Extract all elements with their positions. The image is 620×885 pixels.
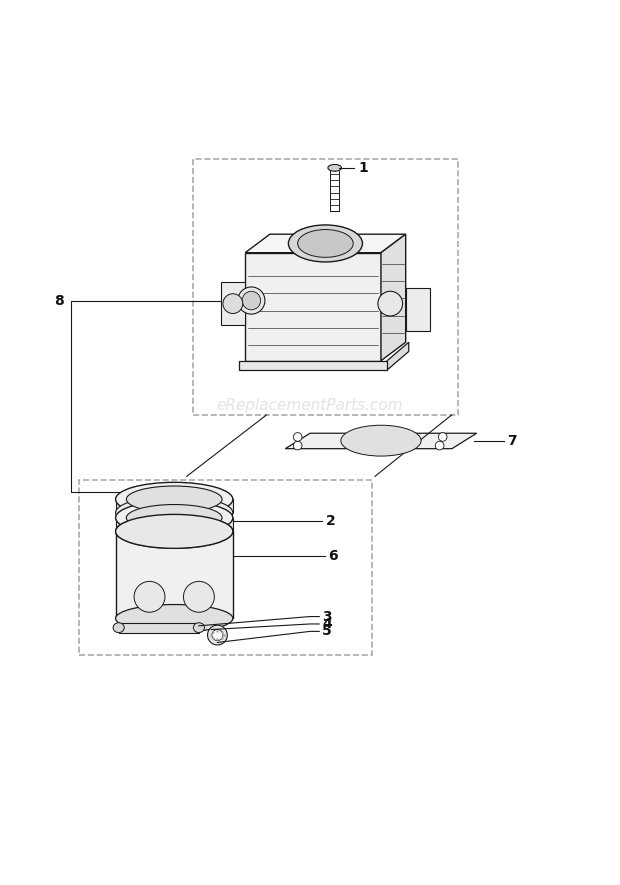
Polygon shape	[239, 361, 387, 370]
Text: 5: 5	[322, 625, 332, 638]
Text: eReplacementParts.com: eReplacementParts.com	[216, 398, 404, 413]
Ellipse shape	[115, 514, 233, 549]
Circle shape	[238, 287, 265, 314]
Polygon shape	[115, 499, 233, 513]
Polygon shape	[387, 342, 409, 370]
Ellipse shape	[193, 623, 205, 633]
Ellipse shape	[328, 165, 342, 171]
Circle shape	[438, 433, 447, 442]
Circle shape	[212, 629, 223, 641]
Ellipse shape	[126, 504, 222, 531]
Ellipse shape	[115, 482, 233, 516]
Polygon shape	[115, 518, 233, 531]
Circle shape	[242, 291, 260, 310]
Text: 8: 8	[55, 294, 64, 308]
Text: 7: 7	[507, 434, 516, 448]
Ellipse shape	[115, 496, 233, 530]
Circle shape	[378, 291, 402, 316]
Ellipse shape	[341, 425, 421, 456]
Polygon shape	[381, 235, 405, 361]
Text: 6: 6	[329, 549, 338, 563]
Text: 4: 4	[322, 617, 332, 631]
Circle shape	[293, 442, 302, 450]
Circle shape	[293, 433, 302, 442]
Circle shape	[208, 625, 228, 645]
Circle shape	[184, 581, 215, 612]
Polygon shape	[245, 253, 381, 361]
Ellipse shape	[115, 514, 233, 549]
Bar	[79, 480, 372, 656]
Ellipse shape	[115, 501, 233, 535]
Circle shape	[435, 442, 444, 450]
Bar	[193, 158, 458, 415]
Polygon shape	[405, 289, 430, 331]
Ellipse shape	[288, 225, 363, 262]
Ellipse shape	[298, 229, 353, 258]
Polygon shape	[245, 235, 405, 253]
Polygon shape	[115, 531, 233, 619]
Circle shape	[134, 581, 165, 612]
Polygon shape	[221, 282, 245, 325]
Text: 3: 3	[322, 610, 332, 624]
Ellipse shape	[113, 623, 124, 633]
Polygon shape	[285, 434, 477, 449]
Text: 1: 1	[358, 161, 368, 175]
Ellipse shape	[126, 486, 222, 512]
Circle shape	[223, 294, 242, 313]
Ellipse shape	[115, 604, 233, 632]
Text: 2: 2	[326, 514, 335, 527]
Polygon shape	[118, 623, 199, 633]
